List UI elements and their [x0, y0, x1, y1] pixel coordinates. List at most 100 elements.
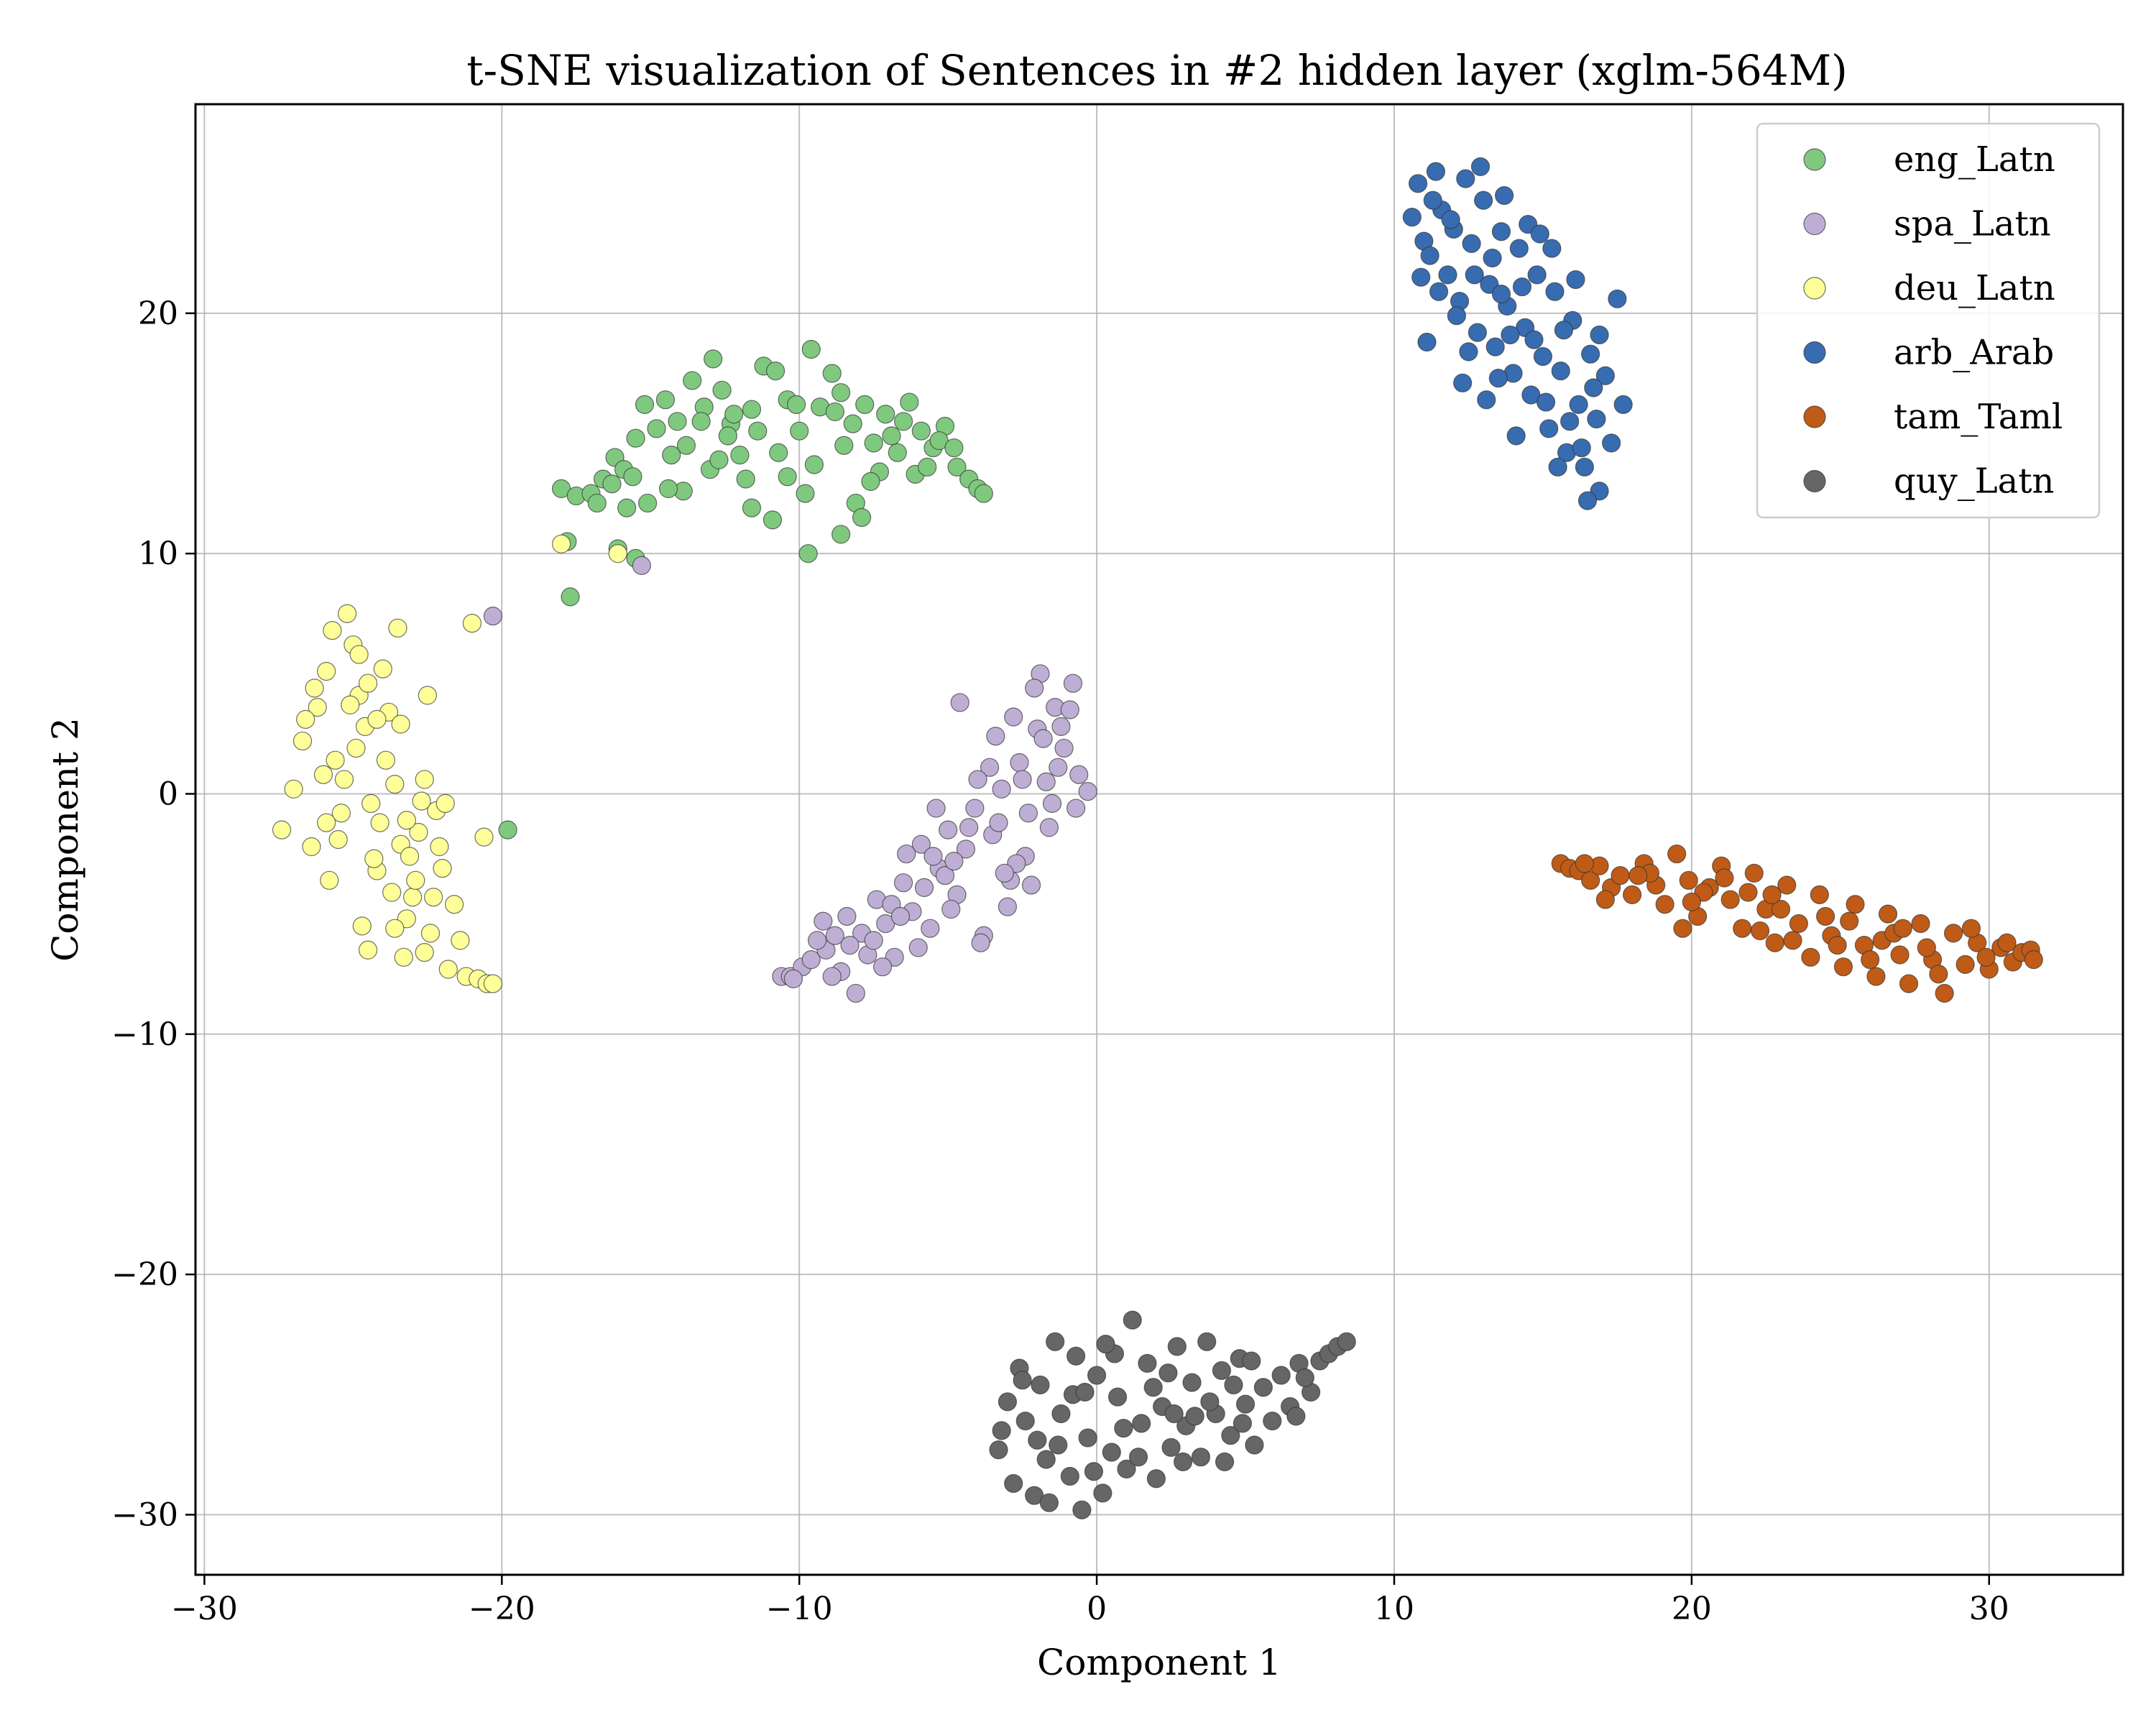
data-point — [1465, 265, 1484, 285]
y-tick-label: −20 — [111, 1256, 178, 1293]
data-point — [798, 544, 818, 564]
data-point — [1253, 1378, 1273, 1397]
legend-label: quy_Latn — [1894, 461, 2054, 502]
data-point — [1039, 818, 1059, 837]
data-point — [1682, 892, 1701, 912]
data-point — [807, 931, 827, 950]
data-point — [341, 695, 360, 714]
data-point — [914, 878, 934, 897]
data-point — [1167, 1337, 1187, 1356]
data-point — [334, 770, 354, 789]
data-point — [391, 714, 410, 734]
data-point — [1545, 282, 1565, 301]
data-point — [418, 686, 437, 705]
data-point — [1551, 361, 1570, 381]
data-point — [1935, 983, 1954, 1003]
data-point — [1846, 895, 1865, 914]
data-point — [1595, 890, 1615, 909]
data-point — [724, 405, 744, 424]
data-point — [1182, 1373, 1202, 1392]
data-point — [1233, 1414, 1252, 1433]
data-point — [658, 479, 678, 499]
data-point — [373, 659, 392, 678]
data-point — [1161, 1438, 1181, 1457]
data-point — [1816, 906, 1835, 926]
data-point — [1078, 1428, 1097, 1448]
data-point — [1462, 234, 1481, 254]
data-point — [1420, 246, 1439, 265]
data-point — [1554, 321, 1573, 340]
data-point — [831, 525, 851, 544]
data-point — [1655, 895, 1674, 914]
data-point — [412, 791, 431, 811]
data-point — [1828, 935, 1847, 955]
data-point — [1530, 224, 1549, 244]
data-point — [864, 433, 883, 453]
data-point — [1046, 1332, 1065, 1351]
data-point — [1411, 267, 1431, 287]
data-point — [415, 770, 434, 789]
data-point — [1453, 373, 1473, 392]
data-point — [349, 645, 369, 664]
data-point — [358, 940, 378, 960]
data-point — [1485, 337, 1505, 356]
data-point — [1426, 162, 1446, 181]
data-point — [790, 421, 809, 441]
data-point — [331, 804, 351, 823]
data-point — [1679, 870, 1698, 890]
data-point — [989, 813, 1008, 832]
data-point — [852, 507, 872, 528]
data-point — [783, 969, 803, 989]
data-point — [801, 339, 821, 359]
data-point — [323, 621, 342, 640]
legend-marker — [1803, 341, 1826, 364]
data-point — [1801, 947, 1820, 967]
data-point — [346, 738, 366, 758]
data-point — [998, 1392, 1018, 1412]
data-point — [632, 556, 651, 575]
x-tick-label: −30 — [171, 1591, 238, 1627]
data-point — [1200, 1392, 1220, 1412]
data-point — [668, 412, 687, 431]
data-point — [1245, 1435, 1264, 1455]
data-point — [1539, 419, 1559, 438]
data-point — [400, 847, 420, 866]
data-point — [959, 818, 979, 837]
data-point — [430, 837, 449, 857]
data-point — [1004, 707, 1023, 727]
data-point — [843, 414, 862, 433]
data-point — [1810, 885, 1829, 904]
plot-frame — [194, 103, 2124, 1576]
data-point — [608, 544, 627, 564]
legend-label: eng_Latn — [1894, 139, 2055, 180]
data-point — [662, 445, 681, 465]
data-point — [992, 779, 1011, 799]
data-point — [397, 811, 416, 830]
y-axis-label: Component 2 — [45, 717, 86, 962]
data-point — [1744, 863, 1764, 883]
data-point — [483, 606, 502, 626]
data-point — [1911, 914, 1930, 934]
data-point — [1575, 457, 1594, 477]
data-point — [736, 469, 755, 489]
data-point — [1036, 1450, 1056, 1469]
data-point — [1441, 210, 1460, 229]
data-point — [1611, 866, 1630, 886]
data-point — [1581, 870, 1600, 890]
data-point — [893, 873, 913, 893]
data-point — [1587, 409, 1606, 429]
data-point — [855, 395, 875, 414]
data-points — [272, 157, 2043, 1519]
data-point — [358, 673, 378, 693]
data-point — [796, 484, 815, 503]
series-deu_Latn — [272, 534, 627, 993]
data-point — [1777, 875, 1797, 895]
data-point — [1185, 1407, 1204, 1426]
data-point — [1054, 738, 1074, 758]
legend-marker — [1803, 277, 1826, 300]
data-point — [1483, 248, 1502, 268]
data-point — [1049, 758, 1068, 777]
data-point — [1750, 921, 1770, 941]
data-point — [1174, 1452, 1193, 1471]
data-point — [742, 400, 762, 419]
